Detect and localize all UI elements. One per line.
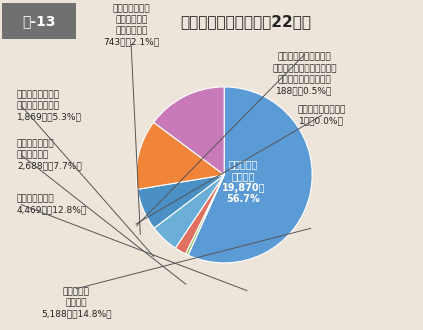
Wedge shape (137, 175, 224, 228)
Bar (2, 3, 76, 40)
Text: 出会い系サイト
規制法違反の
禁止誘引行為
743件（2.1%）: 出会い系サイト 規制法違反の 禁止誘引行為 743件（2.1%） (103, 4, 159, 46)
Wedge shape (154, 175, 224, 248)
Text: 預貯金通帳等の
譲渡等の誘引
2,688件（7.7%）: 預貯金通帳等の 譲渡等の誘引 2,688件（7.7%） (17, 140, 82, 171)
Wedge shape (154, 87, 224, 175)
Wedge shape (136, 122, 224, 189)
Text: 図-13: 図-13 (22, 15, 56, 28)
Wedge shape (188, 175, 224, 255)
Text: 薬物犯罪等の実行又は
規制薬物の濫用を、公然、
あおり、又は唆す行為
188件（0.5%）: 薬物犯罪等の実行又は 規制薬物の濫用を、公然、 あおり、又は唆す行為 188件（… (272, 53, 337, 95)
Text: 児童ポルノ
公然陳列
5,188件（14.8%）: 児童ポルノ 公然陳列 5,188件（14.8%） (41, 287, 111, 318)
Wedge shape (176, 175, 224, 254)
Text: 規制薬物の広告
4,469件（12.8%）: 規制薬物の広告 4,469件（12.8%） (17, 195, 87, 214)
Text: 違法情報の内訳（平成22年）: 違法情報の内訳（平成22年） (180, 14, 311, 29)
Text: わいせつ物
公然陳列
19,870件
56.7%: わいせつ物 公然陳列 19,870件 56.7% (222, 159, 265, 204)
Text: 売春周旋目的の誘引
1件（0.0%）: 売春周旋目的の誘引 1件（0.0%） (297, 106, 346, 125)
Wedge shape (188, 87, 312, 263)
Text: 携帯電話等の無断
有償譲渡等の誘引
1,869件（5.3%）: 携帯電話等の無断 有償譲渡等の誘引 1,869件（5.3%） (17, 90, 82, 121)
Wedge shape (185, 175, 224, 255)
